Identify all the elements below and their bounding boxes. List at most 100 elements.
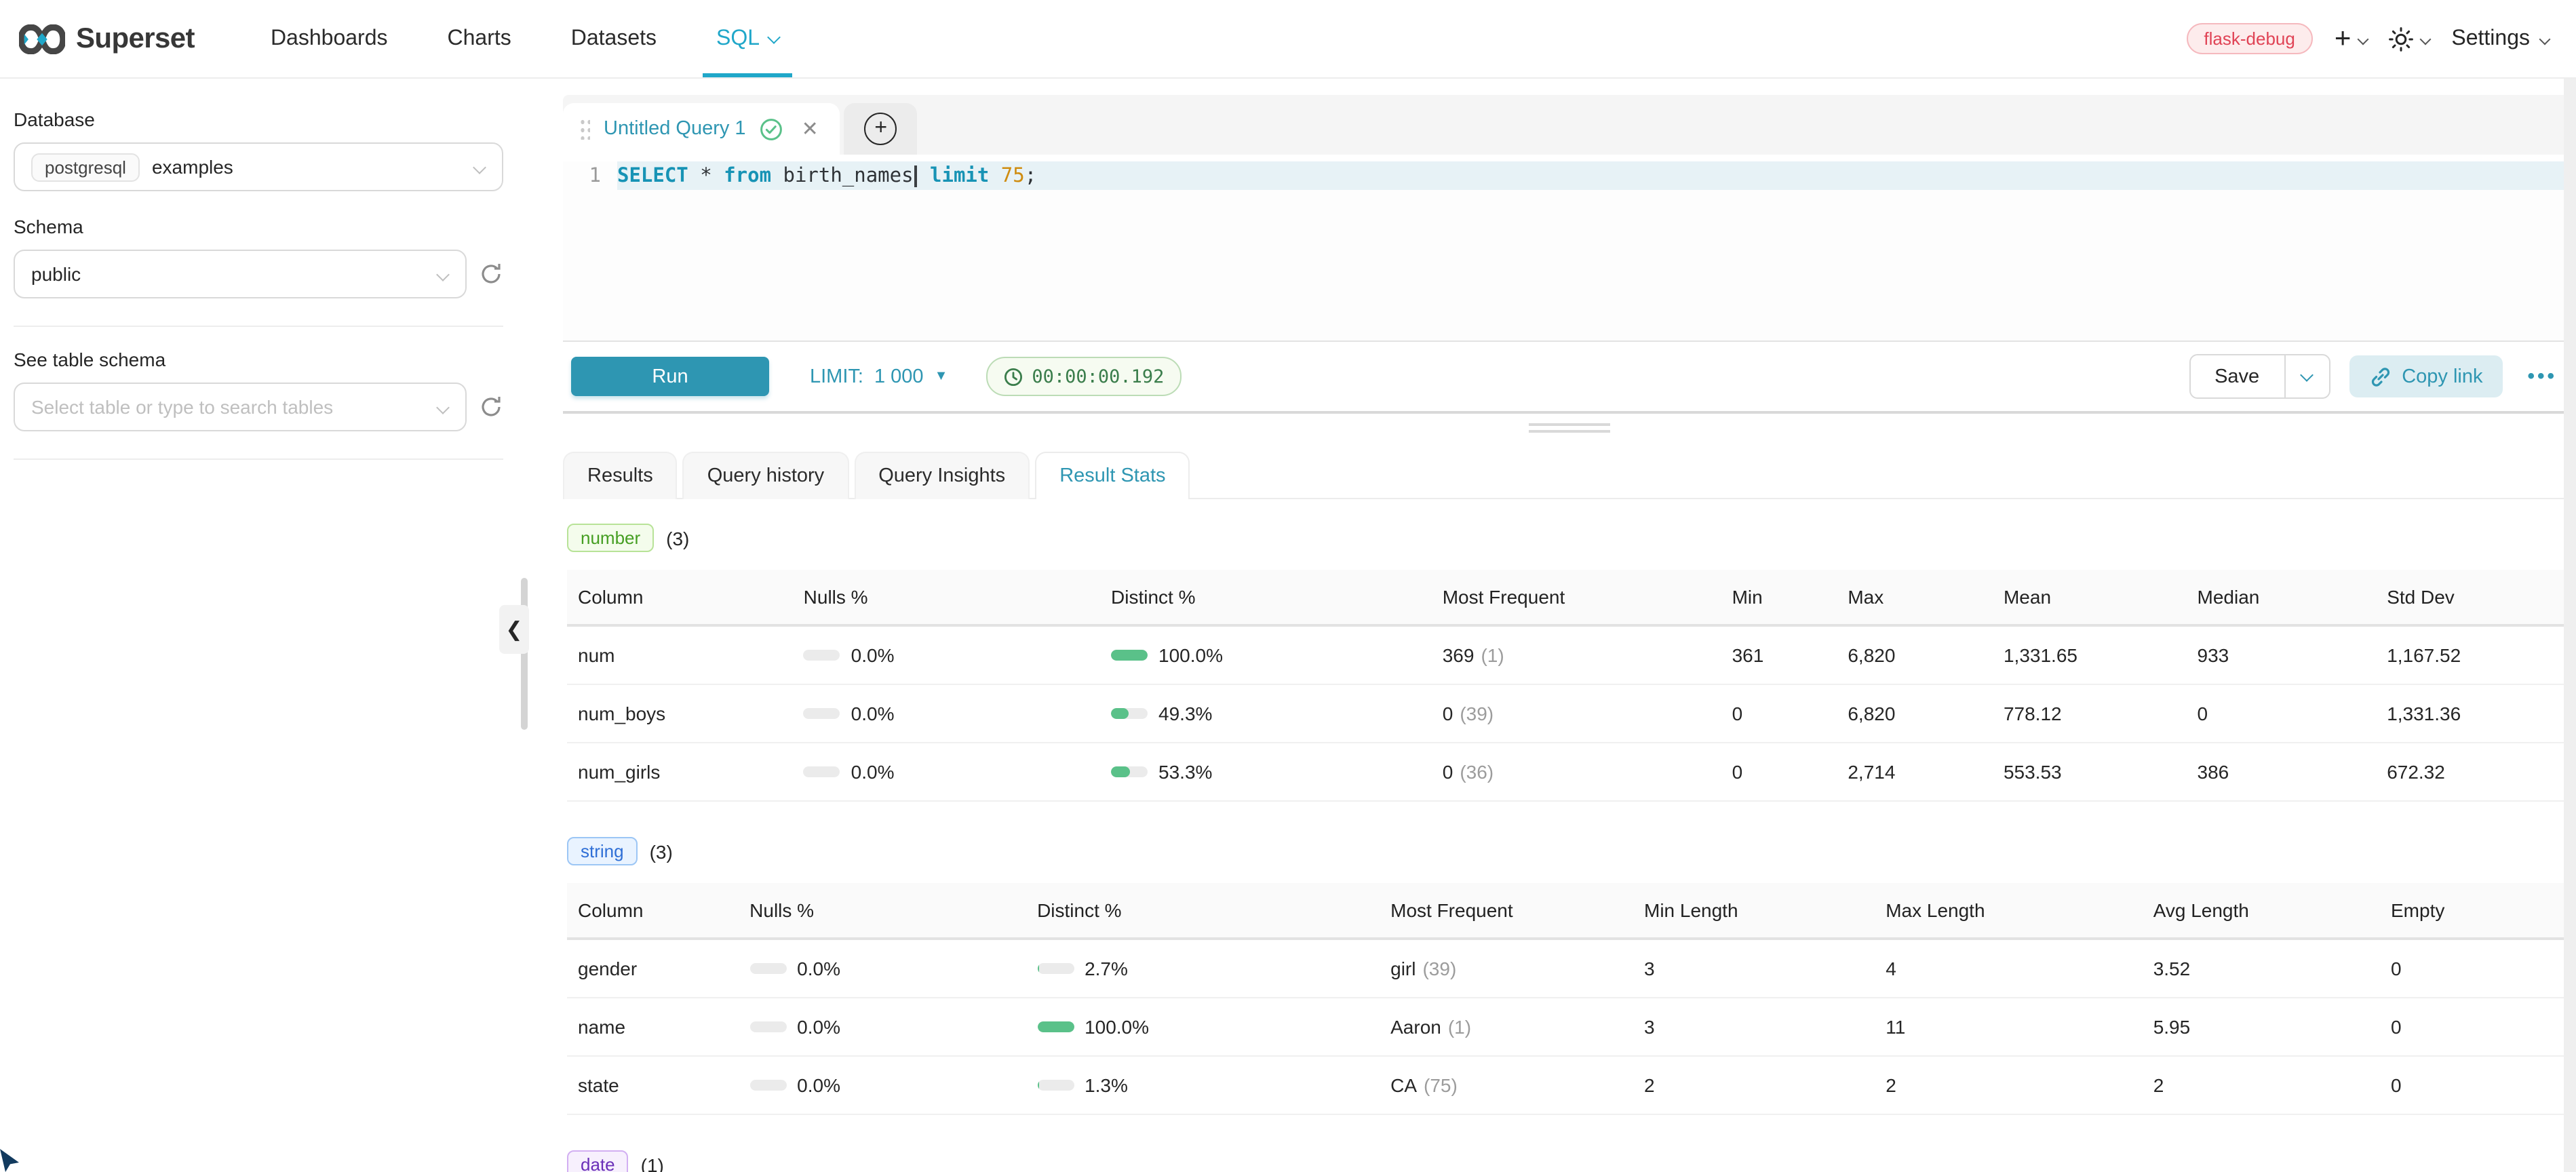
drag-grip-icon[interactable]: [579, 118, 590, 140]
new-item-button[interactable]: +: [2335, 24, 2369, 53]
stat-value-cell: 778.12: [2003, 703, 2062, 724]
distinct-pct-cell: 49.3%: [1100, 685, 1432, 742]
distinct-pct-cell: 1.3%: [1026, 1057, 1380, 1114]
chevron-down-icon: [436, 401, 450, 414]
database-engine-tag: postgresql: [31, 153, 140, 181]
table-header-row: Column Nulls % Distinct % Most Frequent Min M…: [567, 570, 2564, 627]
superset-logo-icon: [19, 24, 65, 54]
column-count: (1): [640, 1154, 664, 1172]
save-button[interactable]: Save: [2214, 366, 2260, 387]
column-header: Most Frequent: [1390, 899, 1513, 921]
superset-logo[interactable]: Superset: [19, 22, 195, 55]
column-name-cell: name: [578, 1016, 626, 1038]
schema-label: Schema: [14, 216, 83, 237]
collapse-sidebar-button[interactable]: ❮: [499, 605, 529, 654]
chevron-down-icon: [2300, 368, 2314, 382]
stat-value-cell: 3: [1644, 958, 1655, 979]
settings-menu[interactable]: Settings: [2451, 26, 2551, 51]
most-frequent-count: (75): [1424, 1074, 1458, 1096]
nulls-pct-cell: 0.0%: [739, 998, 1026, 1055]
table-select-placeholder: Select table or type to search tables: [31, 396, 334, 418]
column-header: Min: [1732, 586, 1763, 608]
run-button[interactable]: Run: [571, 357, 769, 396]
close-tab-icon[interactable]: ✕: [801, 118, 819, 141]
distinct-bar: [1111, 766, 1148, 777]
column-count: (3): [666, 527, 690, 549]
sidebar-divider: [14, 326, 503, 327]
pane-splitter[interactable]: [563, 414, 2576, 444]
nulls-pct-label: 0.0%: [851, 703, 895, 724]
table-header-row: Column Nulls % Distinct % Most Frequent Min …: [567, 883, 2564, 940]
stat-value-cell: 361: [1732, 644, 1764, 666]
sidebar-scrollbar[interactable]: [521, 578, 528, 730]
stat-value-cell: 2,714: [1848, 761, 1896, 783]
most-frequent-count: (39): [1422, 958, 1457, 979]
drag-handle-icon[interactable]: [1529, 423, 1610, 437]
column-name-cell: num_girls: [578, 761, 661, 783]
type-badge-row: string (3): [567, 837, 2564, 865]
column-name-cell: state: [578, 1074, 619, 1096]
column-header: Median: [2197, 586, 2260, 608]
table-row: num_boys 0.0% 49.3% 0 (39) 0 6,820 778.12 0 1,331…: [567, 685, 2564, 743]
sun-icon: [2389, 26, 2414, 51]
copy-link-button[interactable]: Copy link: [2349, 355, 2503, 397]
stats-table-string: Column Nulls % Distinct % Most Frequent Min …: [567, 883, 2564, 1115]
theme-toggle-button[interactable]: [2389, 26, 2432, 51]
database-value: examples: [151, 156, 233, 178]
sql-code-editor[interactable]: 1 SELECT * from birth_names limit 75;: [563, 161, 2576, 342]
most-frequent-cell: 0 (36): [1432, 743, 1721, 800]
nulls-pct-label: 0.0%: [851, 644, 895, 666]
stat-value-cell: 0: [2391, 1016, 2402, 1038]
schema-select[interactable]: public: [14, 250, 467, 298]
column-header: Avg Length: [2153, 899, 2249, 921]
nulls-pct-label: 0.0%: [797, 1074, 840, 1096]
most-frequent-cell: Aaron (1): [1380, 998, 1633, 1055]
distinct-pct-label: 53.3%: [1158, 761, 1213, 783]
table-row: state 0.0% 1.3% CA (75) 2 2 2 0: [567, 1057, 2564, 1115]
stat-value-cell: 2: [1886, 1074, 1896, 1096]
refresh-tables-icon[interactable]: [479, 395, 503, 419]
column-header: Min Length: [1644, 899, 1738, 921]
nav-item-charts[interactable]: Charts: [447, 26, 511, 50]
nulls-pct-cell: 0.0%: [793, 627, 1100, 684]
nav-item-datasets[interactable]: Datasets: [570, 26, 657, 50]
most-frequent-count: (36): [1460, 761, 1494, 783]
stat-value-cell: 0: [2391, 1074, 2402, 1096]
distinct-pct-label: 100.0%: [1085, 1016, 1150, 1038]
query-tab[interactable]: Untitled Query 1 ✕: [563, 103, 840, 155]
nulls-pct-cell: 0.0%: [793, 743, 1100, 800]
add-query-tab-button[interactable]: +: [844, 103, 918, 155]
limit-dropdown[interactable]: LIMIT: 1 000 ▼: [810, 366, 948, 387]
more-actions-button[interactable]: •••: [2527, 365, 2557, 388]
most-frequent-value: 0: [1442, 703, 1453, 724]
tab-query-insights[interactable]: Query Insights: [854, 452, 1030, 499]
table-select[interactable]: Select table or type to search tables: [14, 383, 467, 431]
distinct-pct-label: 100.0%: [1158, 644, 1223, 666]
sql-token: limit: [918, 165, 990, 187]
tab-query-history[interactable]: Query history: [682, 452, 849, 499]
nav-item-sql[interactable]: SQL: [686, 0, 808, 77]
stat-value-cell: 6,820: [1848, 703, 1896, 724]
nulls-pct-cell: 0.0%: [793, 685, 1100, 742]
database-select[interactable]: postgresql examples: [14, 142, 503, 191]
tab-result-stats[interactable]: Result Stats: [1035, 452, 1190, 499]
column-name-cell: num_boys: [578, 703, 666, 724]
nulls-bar: [803, 708, 840, 719]
stat-value-cell: 6,820: [1848, 644, 1896, 666]
tab-results[interactable]: Results: [563, 452, 678, 499]
sql-token: 75: [989, 165, 1025, 187]
stat-value-cell: 1,331.36: [2387, 703, 2461, 724]
nulls-bar: [749, 1021, 787, 1032]
column-header: Nulls %: [803, 586, 868, 608]
refresh-schemas-icon[interactable]: [479, 262, 503, 286]
query-timer: 00:00:00.192: [985, 357, 1182, 396]
results-tab-bar: Results Query history Query Insights Res…: [563, 444, 2576, 499]
stat-value-cell: 933: [2197, 644, 2229, 666]
nulls-bar: [749, 1080, 787, 1091]
distinct-bar: [1111, 650, 1148, 661]
query-tab-title: Untitled Query 1: [604, 118, 746, 140]
page-scrollbar[interactable]: [2564, 79, 2576, 1172]
nav-item-dashboards[interactable]: Dashboards: [270, 26, 388, 50]
save-options-button[interactable]: [2284, 355, 2328, 397]
